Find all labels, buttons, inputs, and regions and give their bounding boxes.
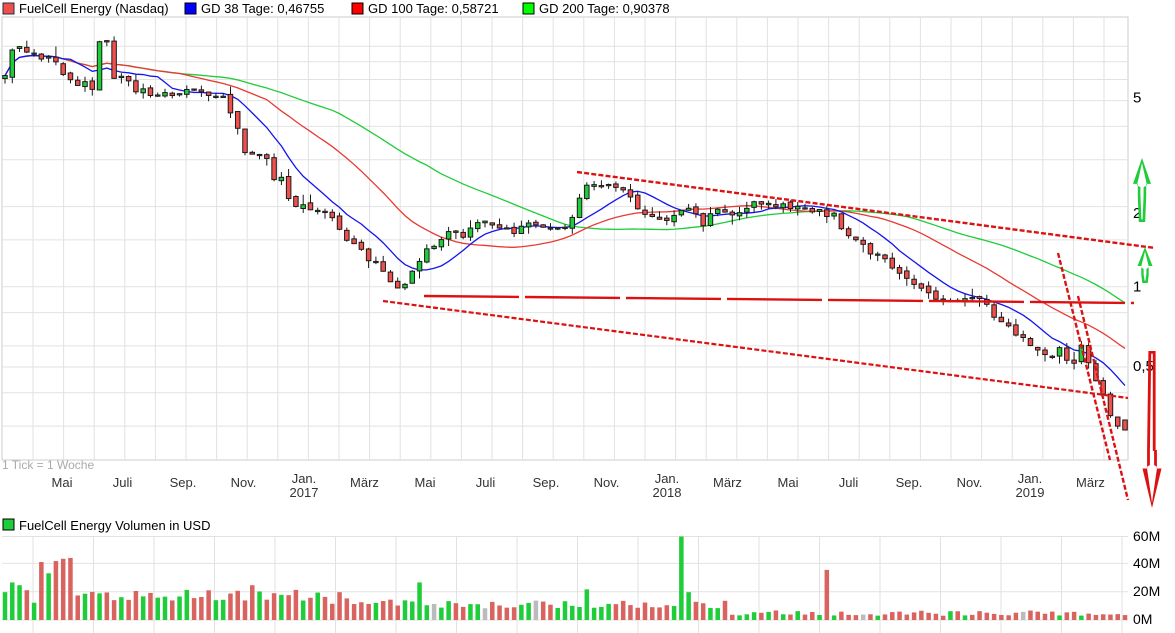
svg-text:Juli: Juli — [476, 475, 496, 490]
svg-text:Jan.: Jan. — [1018, 471, 1043, 486]
svg-text:Nov.: Nov. — [594, 475, 620, 490]
svg-text:60M: 60M — [1133, 528, 1160, 544]
svg-text:Mai: Mai — [52, 475, 73, 490]
svg-text:FuelCell Energy (Nasdaq): FuelCell Energy (Nasdaq) — [19, 1, 169, 16]
svg-text:20M: 20M — [1133, 583, 1160, 599]
svg-text:Sep.: Sep. — [170, 475, 197, 490]
svg-text:2018: 2018 — [653, 485, 682, 500]
svg-text:1 Tick = 1 Woche: 1 Tick = 1 Woche — [2, 458, 94, 472]
svg-text:2017: 2017 — [290, 485, 319, 500]
svg-text:Nov.: Nov. — [231, 475, 257, 490]
svg-text:0M: 0M — [1133, 611, 1152, 627]
svg-text:5: 5 — [1133, 90, 1141, 107]
svg-text:Juli: Juli — [113, 475, 133, 490]
svg-text:März: März — [350, 475, 379, 490]
svg-text:GD 38 Tage: 0,46755: GD 38 Tage: 0,46755 — [201, 1, 324, 16]
svg-text:Mai: Mai — [415, 475, 436, 490]
svg-text:Jan.: Jan. — [292, 471, 317, 486]
svg-text:GD 100 Tage: 0,58721: GD 100 Tage: 0,58721 — [368, 1, 499, 16]
svg-text:Jan.: Jan. — [655, 471, 680, 486]
svg-text:Juli: Juli — [839, 475, 859, 490]
svg-text:GD 200 Tage: 0,90378: GD 200 Tage: 0,90378 — [539, 1, 670, 16]
svg-text:1: 1 — [1133, 279, 1141, 296]
svg-text:Sep.: Sep. — [533, 475, 560, 490]
svg-text:März: März — [1076, 475, 1105, 490]
svg-text:Sep.: Sep. — [896, 475, 923, 490]
svg-text:Nov.: Nov. — [957, 475, 983, 490]
svg-text:FuelCell Energy Volumen in USD: FuelCell Energy Volumen in USD — [19, 518, 210, 533]
svg-text:März: März — [713, 475, 742, 490]
svg-text:Mai: Mai — [778, 475, 799, 490]
svg-text:40M: 40M — [1133, 555, 1160, 571]
svg-text:2019: 2019 — [1016, 485, 1045, 500]
